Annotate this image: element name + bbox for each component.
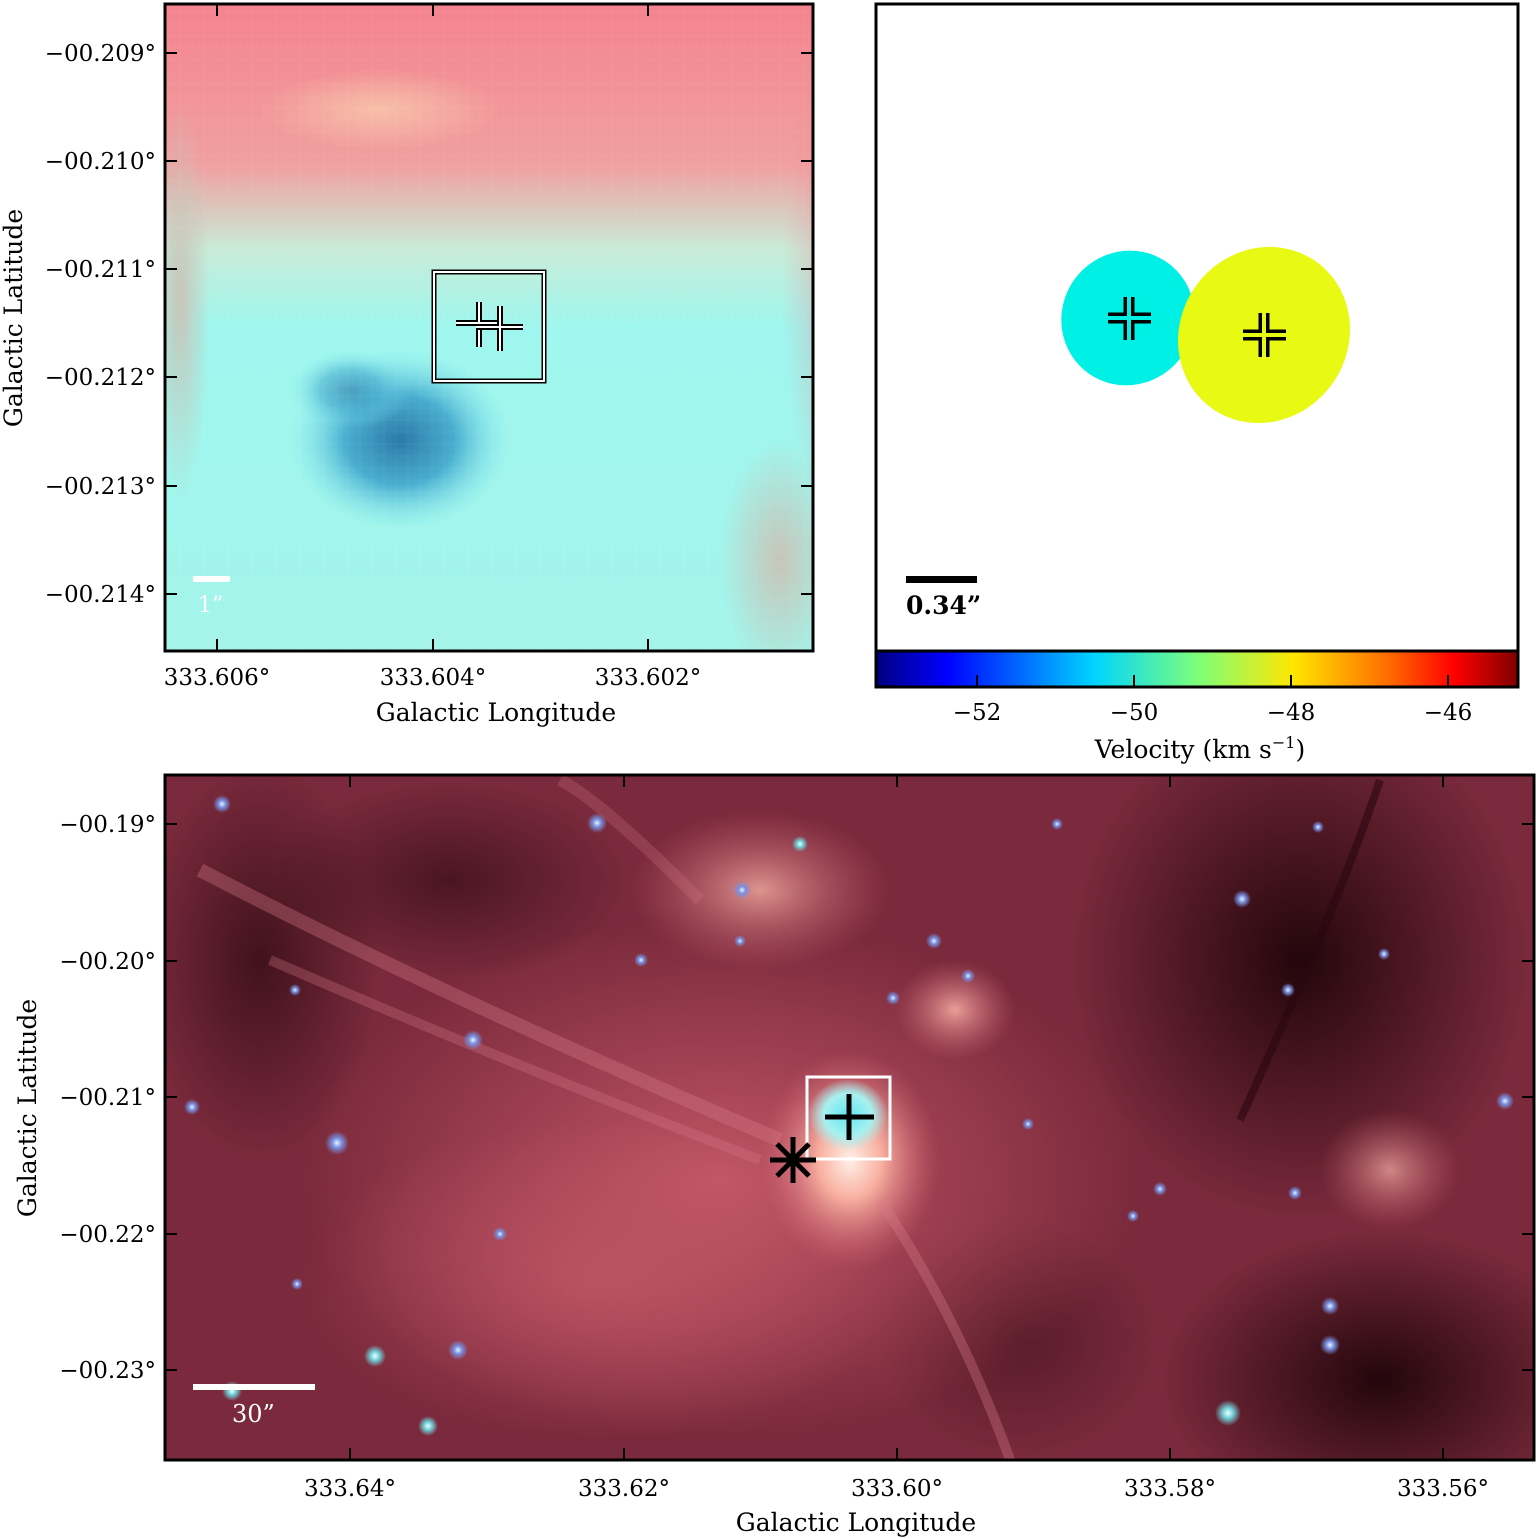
- cross-marker: [825, 1094, 874, 1140]
- y-tick-label: −00.209°: [45, 41, 156, 67]
- scalebar-label: 1”: [198, 593, 223, 618]
- scalebar-label: 30”: [232, 1400, 275, 1428]
- y-tick-label: −00.22°: [59, 1222, 156, 1248]
- scalebar: [193, 1384, 315, 1390]
- cross-marker-yellow: [1243, 313, 1286, 357]
- x-axis-ticks: 333.606° 333.604° 333.602°: [164, 4, 702, 691]
- colorbar-tick-label: −50: [1110, 700, 1159, 726]
- y-tick-label: −00.210°: [45, 149, 156, 175]
- colorbar-ticks: −52 −50 −48 −46: [953, 675, 1473, 726]
- x-axis-label: Galactic Longitude: [736, 1508, 976, 1537]
- top-left-panel: 1” −00.209°−00.210°−00.211°−00.212°−00.2…: [0, 2, 815, 727]
- x-axis-label: Galactic Longitude: [376, 698, 616, 727]
- top-right-panel: 0.34” −52 −50 −48 −46 Velocity (km s−1): [874, 2, 1520, 764]
- y-tick-label: −00.20°: [59, 949, 156, 975]
- y-tick-label: −00.211°: [45, 257, 156, 283]
- colorbar-tick-label: −46: [1424, 700, 1473, 726]
- y-tick-label: −00.213°: [45, 474, 156, 500]
- star-field: [184, 795, 1514, 1436]
- scalebar: [193, 576, 230, 582]
- colorbar-tick-label: −52: [953, 700, 1002, 726]
- y-tick-label: −00.21°: [59, 1085, 156, 1111]
- y-tick-label: −00.23°: [59, 1358, 156, 1384]
- source-box: [805, 1075, 892, 1161]
- x-tick-label: 333.64°: [304, 1476, 396, 1502]
- scalebar: [906, 576, 977, 583]
- y-tick-label: −00.214°: [45, 582, 156, 608]
- x-tick-label: 333.58°: [1124, 1476, 1216, 1502]
- x-tick-label: 333.60°: [851, 1476, 943, 1502]
- colorbar-label: Velocity (km s−1): [1094, 733, 1305, 764]
- colorbar-tick-label: −48: [1267, 700, 1316, 726]
- cross-marker-2: [476, 306, 523, 351]
- y-axis-label: Galactic Latitude: [13, 999, 42, 1217]
- y-tick-label: −00.212°: [45, 365, 156, 391]
- top-left-image: [165, 4, 813, 651]
- cross-marker-cyan: [1108, 297, 1151, 340]
- y-axis-ticks: −00.19° −00.20° −00.21° −00.22° −00.23°: [59, 812, 1534, 1384]
- y-axis-ticks: −00.209° −00.210° −00.211° −00.212° −00.213°…: [45, 41, 813, 608]
- x-tick-label: 333.604°: [380, 665, 487, 691]
- x-tick-label: 333.62°: [578, 1476, 670, 1502]
- y-axis-label: Galactic Latitude: [0, 209, 28, 427]
- y-tick-label: −00.19°: [59, 812, 156, 838]
- scalebar-label: 0.34”: [906, 591, 981, 620]
- x-tick-label: 333.602°: [595, 665, 702, 691]
- bottom-panel: 30” −00.19°−00.20°−00.21°−00.22°−00.23° …: [13, 773, 1536, 1537]
- asterisk-marker: [770, 1137, 816, 1183]
- x-tick-label: 333.606°: [164, 665, 271, 691]
- x-axis-ticks: 333.64° 333.62° 333.60° 333.58° 333.56°: [304, 775, 1489, 1502]
- x-tick-label: 333.56°: [1397, 1476, 1489, 1502]
- velocity-colorbar: [874, 649, 1520, 689]
